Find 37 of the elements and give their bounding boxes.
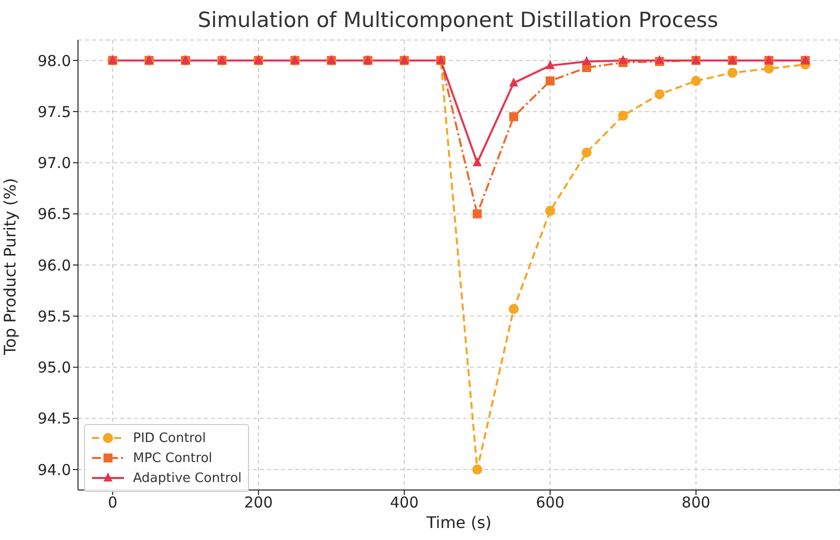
- point: [546, 60, 555, 70]
- y-tick-label: 94.0: [38, 460, 71, 479]
- y-tick-label: 96.0: [38, 256, 71, 274]
- point: [509, 77, 518, 86]
- point: [690, 76, 701, 86]
- point: [472, 209, 482, 218]
- point: [472, 464, 482, 475]
- y-tick-label: 95.0: [38, 358, 71, 377]
- point: [727, 68, 738, 78]
- point: [764, 64, 774, 74]
- y-tick-label: 97.0: [38, 154, 71, 172]
- point: [618, 110, 628, 121]
- point: [508, 304, 519, 314]
- y-tick-label: 98.0: [38, 52, 71, 70]
- legend-label: PID Control: [133, 430, 206, 446]
- point: [582, 148, 592, 158]
- y-tick-label: 94.5: [38, 410, 71, 428]
- x-tick-label: 400: [390, 494, 419, 512]
- legend-label: Adaptive Control: [133, 470, 242, 486]
- point: [654, 89, 665, 100]
- y-axis-title: Top Product Purity (%): [0, 178, 20, 356]
- x-tick-label: 800: [682, 494, 710, 512]
- x-tick-label: 200: [244, 494, 273, 512]
- point: [509, 112, 518, 122]
- x-axis-title: Time (s): [425, 513, 492, 532]
- point: [618, 54, 628, 64]
- y-tick-label: 96.5: [38, 205, 71, 224]
- y-tick-label: 95.5: [38, 307, 71, 326]
- legend-label: MPC Control: [133, 450, 212, 466]
- point: [546, 76, 555, 86]
- chart-title: Simulation of Multicomponent Distillation Process: [196, 8, 720, 32]
- point: [582, 56, 592, 65]
- point: [545, 206, 556, 216]
- point: [472, 157, 482, 166]
- x-tick-label: 600: [536, 494, 564, 512]
- y-tick-label: 97.5: [38, 102, 71, 121]
- x-tick-label: 0: [108, 494, 118, 512]
